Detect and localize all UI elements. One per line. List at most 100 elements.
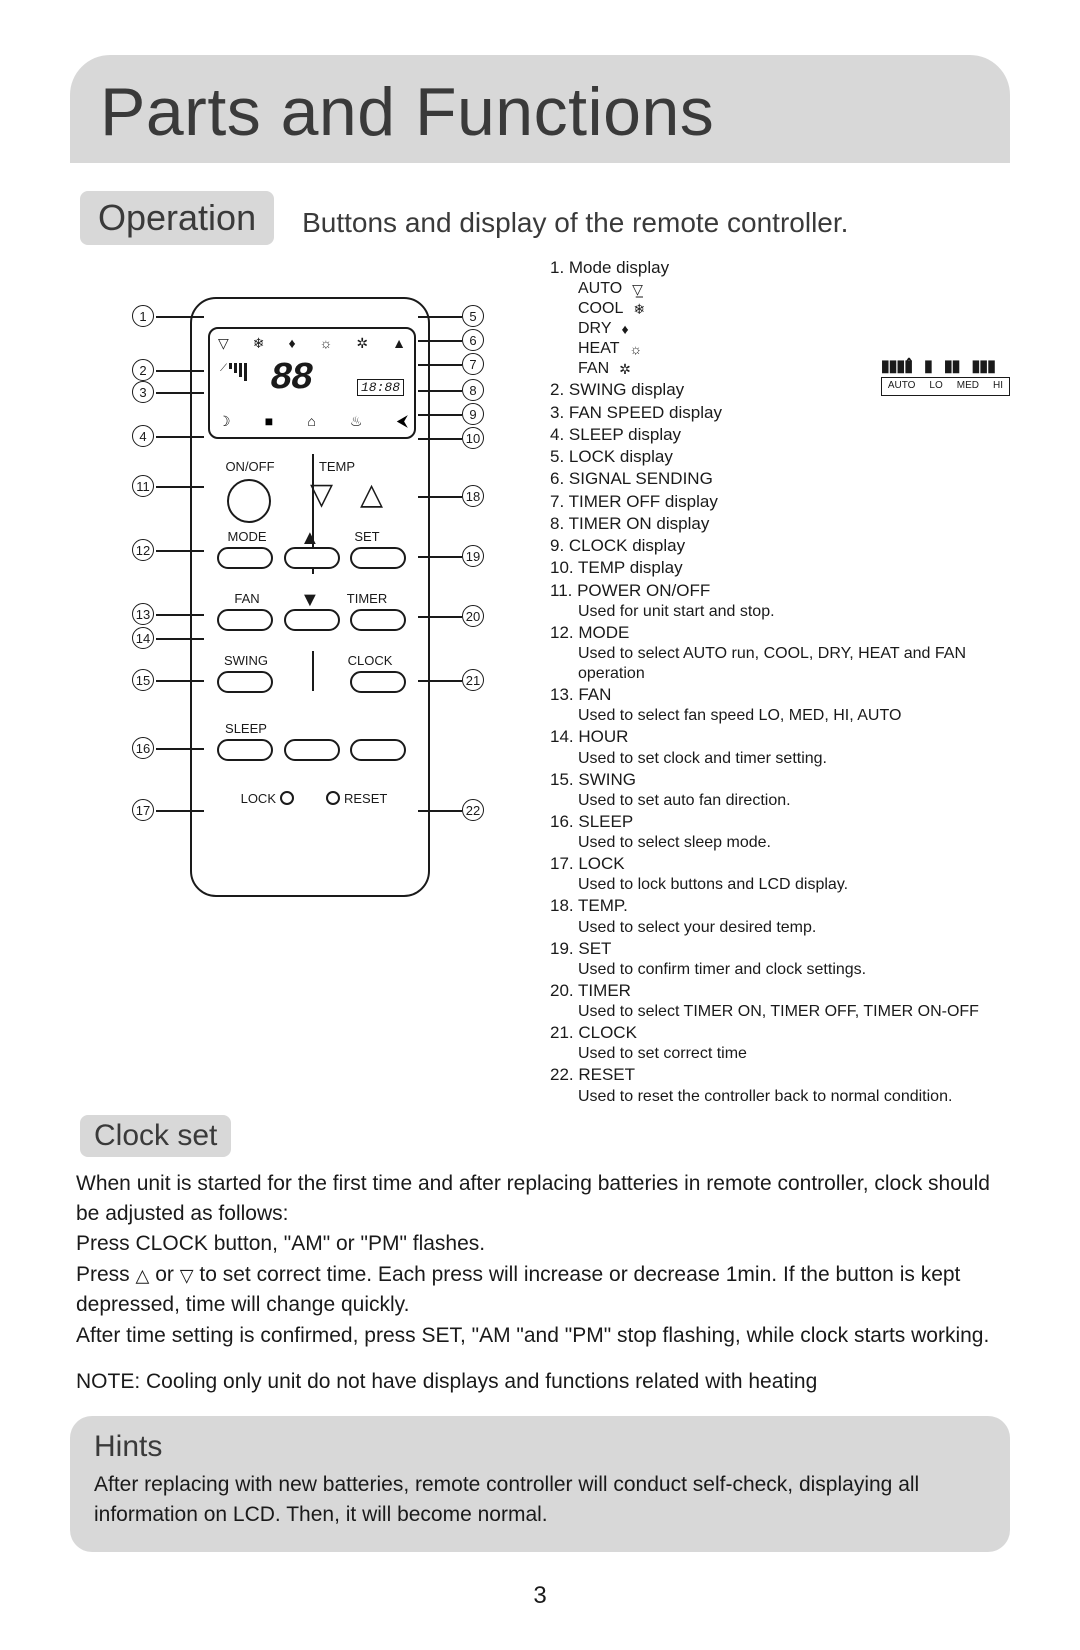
callout-line [156,550,204,552]
callout-line [156,614,204,616]
legend-item: 17. LOCK [550,853,1010,874]
mid-section: ▽❄♦☼✲▲ ⟋ 88 18:88 ☽■⌂♨⮜ [70,257,1010,1107]
callout-line [156,810,204,812]
title-bar: Parts and Functions [70,55,1010,163]
legend-item: 20. TIMER [550,980,1010,1001]
legend-item: 11. POWER ON/OFF [550,580,1010,601]
sleep-button[interactable] [217,739,273,761]
callout-line [156,370,204,372]
legend-sub: Used to select your desired temp. [550,918,1010,938]
callout-number: 13 [132,603,154,625]
page: Parts and Functions Operation Buttons an… [0,0,1080,1650]
remote-diagram: ▽❄♦☼✲▲ ⟋ 88 18:88 ☽■⌂♨⮜ [70,257,530,937]
mode-sub-item: COOL❄ [550,299,1010,319]
legend-item: 21. CLOCK [550,1022,1010,1043]
temp-down-icon[interactable]: ▽ [310,477,333,512]
lcd-bottom-icons: ☽■⌂♨⮜ [218,413,406,431]
hour-up-button[interactable] [284,547,340,569]
swing-button[interactable] [217,671,273,693]
hour-down-button[interactable] [284,609,340,631]
legend-item: 3. FAN SPEED display [550,402,1010,423]
callout-line [418,340,462,342]
operation-pill: Operation [80,191,274,245]
hints-title: Hints [94,1430,986,1464]
callout-line [156,486,204,488]
callout-line [418,680,462,682]
blank-button-2[interactable] [350,739,406,761]
legend-sub: Used to select sleep mode. [550,833,1010,853]
lcd-swing-icon: ⟋ [220,363,247,381]
set-button[interactable] [350,547,406,569]
legend-item: 14. HOUR [550,726,1010,747]
callout-number: 3 [132,381,154,403]
blank-button-1[interactable] [284,739,340,761]
legend-sub: Used for unit start and stop. [550,602,1010,622]
callout-line [418,438,462,440]
legend-item: 16. SLEEP [550,811,1010,832]
set-label: SET [342,529,392,544]
callout-line [418,390,462,392]
fanspeed-icons: ▮▮▮▮̂▮▮▮▮▮▮ [881,357,1010,377]
callout-number: 10 [462,427,484,449]
legend-sub: Used to reset the controller back to nor… [550,1087,1010,1107]
fan-button[interactable] [217,609,273,631]
callout-number: 8 [462,379,484,401]
clock-label: CLOCK [342,653,398,668]
callout-line [418,414,462,416]
fanspeed-label: AUTO [888,380,916,393]
legend-item: 13. FAN [550,684,1010,705]
callout-number: 5 [462,305,484,327]
callout-number: 15 [132,669,154,691]
mode-label: MODE [222,529,272,544]
legend-item: 5. LOCK display [550,446,1010,467]
legend-column: 1. Mode display AUTO▽̲COOL❄DRY♦HEAT☼FAN✲… [550,257,1010,1107]
hints-body: After replacing with new batteries, remo… [94,1470,986,1531]
fan-label: FAN [222,591,272,606]
mode-sub-item: AUTO▽̲ [550,279,1010,299]
reset-hole[interactable] [326,791,340,805]
callout-number: 2 [132,359,154,381]
legend-sub: Used to select AUTO run, COOL, DRY, HEAT… [550,644,1010,684]
mode-sub-item: DRY♦ [550,319,1010,339]
lock-label: LOCK [232,791,276,806]
lock-hole[interactable] [280,791,294,805]
legend-item: 19. SET [550,938,1010,959]
temp-up-icon[interactable]: △ [360,477,383,512]
timer-label: TIMER [342,591,392,606]
page-number: 3 [70,1582,1010,1610]
callout-line [156,316,204,318]
hints-box: Hints After replacing with new batteries… [70,1416,1010,1553]
legend-mode-header: 1. Mode display [550,257,1010,278]
legend-item: 6. SIGNAL SENDING [550,468,1010,489]
lcd-clock-display: 18:88 [357,379,404,396]
legend-item: 9. CLOCK display [550,535,1010,556]
callout-line [418,810,462,812]
callout-line [156,392,204,394]
callout-number: 16 [132,737,154,759]
lcd-temp-display: 88 [270,357,312,400]
fanspeed-label: MED [957,380,979,393]
legend-sub: Used to set clock and timer setting. [550,749,1010,769]
callout-line [418,364,462,366]
clock-button[interactable] [350,671,406,693]
callout-number: 18 [462,485,484,507]
divider [312,651,314,691]
legend-item: 10. TEMP display [550,557,1010,578]
power-button[interactable] [227,479,271,523]
timer-button[interactable] [350,609,406,631]
legend-item: 18. TEMP. [550,895,1010,916]
callout-number: 19 [462,545,484,567]
callout-line [418,316,462,318]
sleep-label: SLEEP [218,721,274,736]
fanspeed-label: HI [993,380,1003,393]
fanspeed-label: LO [929,380,942,393]
callout-line [156,680,204,682]
callout-number: 21 [462,669,484,691]
legend-sub: Used to set auto fan direction. [550,791,1010,811]
page-title: Parts and Functions [100,73,980,151]
note-text: NOTE: Cooling only unit do not have disp… [70,1367,1010,1397]
legend-item: 15. SWING [550,769,1010,790]
mode-button[interactable] [217,547,273,569]
callout-number: 7 [462,353,484,375]
swing-label: SWING [218,653,274,668]
